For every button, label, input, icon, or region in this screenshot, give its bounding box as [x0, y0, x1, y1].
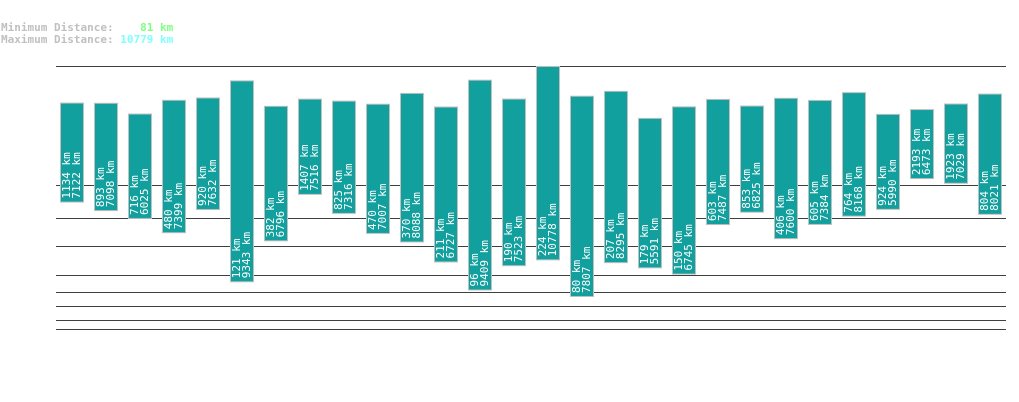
min-label: 920 km	[196, 166, 209, 206]
max-label: 5990 km	[886, 159, 899, 206]
max-label: 7384 km	[818, 174, 831, 221]
max-label: 5591 km	[648, 218, 661, 265]
min-label: 121 km	[230, 238, 243, 278]
max-label: 7807 km	[580, 246, 593, 293]
min-label: 825 km	[332, 170, 345, 210]
range-bar	[366, 103, 390, 234]
range-bar	[944, 103, 968, 184]
max-label: 8021 km	[988, 164, 1001, 211]
max-label: 7516 km	[308, 144, 321, 191]
range-bar	[740, 105, 764, 213]
max-label: 7600 km	[784, 188, 797, 235]
max-label: 7399 km	[172, 182, 185, 229]
range-bar	[638, 117, 662, 269]
min-label: 605 km	[808, 181, 821, 221]
max-label: 8295 km	[614, 212, 627, 259]
max-label: 10778 km	[546, 203, 559, 256]
range-bar	[298, 98, 322, 195]
min-label: 603 km	[706, 181, 719, 221]
range-bar	[910, 109, 934, 180]
range-bar	[434, 106, 458, 263]
min-label: 406 km	[774, 195, 787, 235]
min-label: 207 km	[604, 219, 617, 259]
min-label: 179 km	[638, 224, 651, 264]
min-label: 211 km	[434, 218, 447, 258]
max-label: 7487 km	[716, 174, 729, 221]
max-label: 7007 km	[376, 183, 389, 230]
max-label: 9343 km	[240, 232, 253, 279]
max-distance-label: Maximum Distance:	[1, 33, 114, 46]
min-label: 1923 km	[944, 133, 957, 180]
min-label: 224 km	[536, 216, 549, 256]
range-bar	[502, 98, 526, 267]
range-bar	[706, 98, 730, 226]
range-bar	[978, 93, 1002, 215]
min-label: 716 km	[128, 175, 141, 215]
min-label: 370 km	[400, 198, 413, 238]
min-distance-label: Minimum Distance:	[1, 21, 114, 34]
max-label: 6727 km	[444, 212, 457, 259]
range-bar	[570, 95, 594, 297]
min-distance-row: Minimum Distance: 81 km	[1, 22, 173, 34]
range-bar	[842, 92, 866, 217]
min-label: 893 km	[94, 167, 107, 207]
max-distance-row: Maximum Distance: 10779 km	[1, 34, 173, 46]
range-bar	[196, 97, 220, 211]
range-bar	[536, 66, 560, 261]
max-label: 8088 km	[410, 192, 423, 239]
range-bar	[400, 92, 424, 243]
max-label: 7523 km	[512, 215, 525, 262]
min-label: 764 km	[842, 173, 855, 213]
range-bar	[604, 90, 628, 264]
max-label: 7122 km	[70, 152, 83, 199]
range-bar	[774, 97, 798, 240]
min-label: 382 km	[264, 197, 277, 237]
min-label: 190 km	[502, 222, 515, 262]
range-bar	[808, 99, 832, 225]
min-label: 804 km	[978, 171, 991, 211]
min-distance-value: 81 km	[140, 21, 174, 34]
max-label: 7029 km	[954, 133, 967, 180]
max-label: 7316 km	[342, 163, 355, 210]
range-bar	[94, 102, 118, 212]
min-label: 96 km	[468, 253, 481, 286]
min-label: 80 km	[570, 260, 583, 293]
max-label: 6796 km	[274, 191, 287, 238]
min-label: 2193 km	[910, 128, 923, 175]
range-bar	[672, 106, 696, 275]
min-label: 1134 km	[60, 152, 73, 199]
max-label: 6745 km	[682, 224, 695, 271]
range-bar	[162, 99, 186, 234]
range-bar	[60, 102, 84, 203]
max-label: 9409 km	[478, 240, 491, 287]
max-label: 6025 km	[138, 168, 151, 215]
min-label: 480 km	[162, 189, 175, 229]
min-label: 1407 km	[298, 144, 311, 191]
max-label: 7632 km	[206, 159, 219, 206]
min-label: 150 km	[672, 231, 685, 271]
range-bar	[264, 105, 288, 242]
max-distance-value: 10779 km	[120, 33, 174, 46]
max-label: 6473 km	[920, 128, 933, 175]
min-label: 470 km	[366, 190, 379, 230]
range-bar	[332, 100, 356, 214]
range-bar	[230, 80, 254, 283]
range-bar	[468, 79, 492, 291]
max-label: 7098 km	[104, 160, 117, 207]
max-label: 6825 km	[750, 162, 763, 209]
min-label: 924 km	[876, 166, 889, 206]
min-label: 853 km	[740, 169, 753, 209]
range-bar	[876, 113, 900, 210]
range-bar	[128, 113, 152, 219]
max-label: 8168 km	[852, 166, 865, 213]
